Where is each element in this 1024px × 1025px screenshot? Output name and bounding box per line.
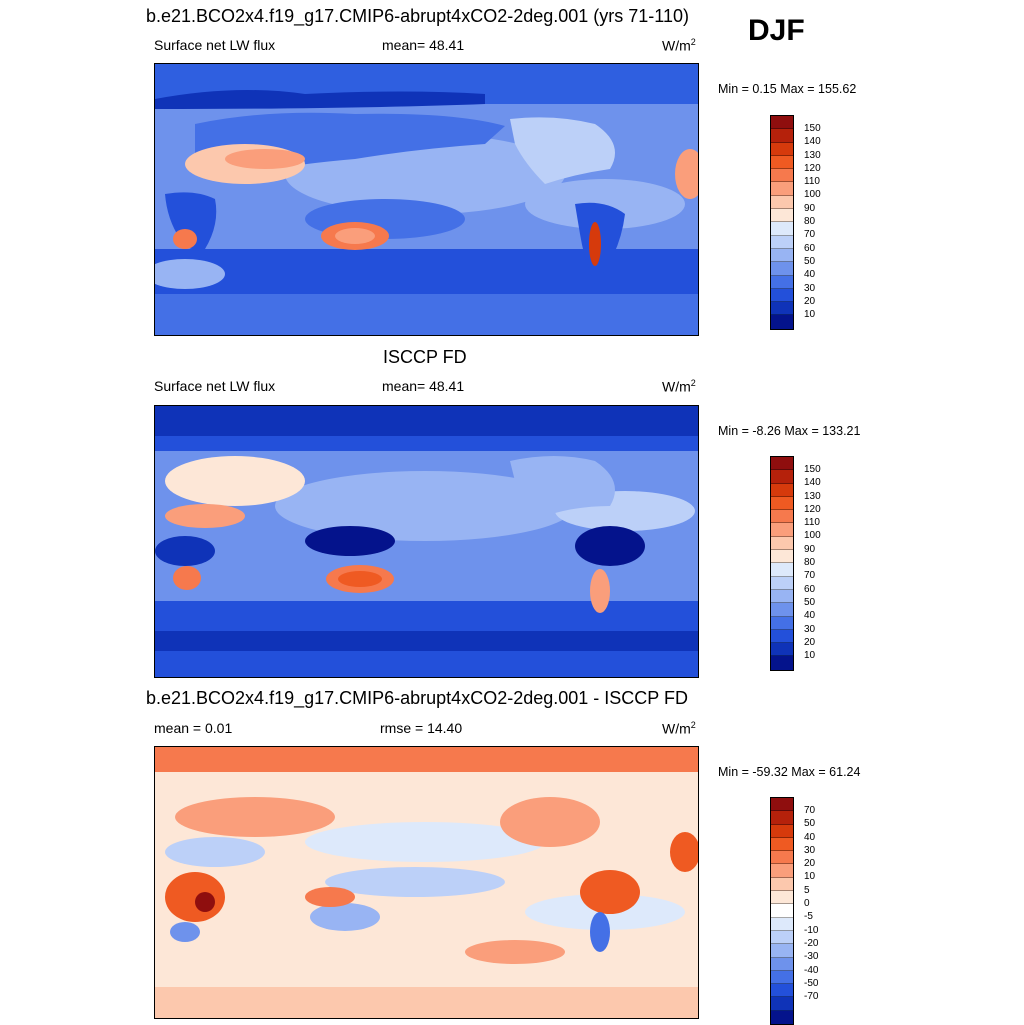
panel1-minmax: Min = 0.15 Max = 155.62 <box>718 82 857 96</box>
panel3-minmax: Min = -59.32 Max = 61.24 <box>718 765 861 779</box>
panel1-map <box>154 63 699 336</box>
panel1-colorbar <box>770 115 794 330</box>
panel1-mean-label: mean= 48.41 <box>382 37 465 53</box>
panel3-map <box>154 746 699 1019</box>
panel2-colorbar <box>770 456 794 671</box>
panel3-units: W/m2 <box>662 720 696 737</box>
panel2-colorbar-labels: 150 140 130 120 110 100 90 80 70 60 50 40 30 20 10 <box>804 464 821 662</box>
panel2-units: W/m2 <box>662 378 696 395</box>
panel3-colorbar-labels: 70 50 40 30 20 10 5 0 -5 -10 -20 -30 -40 -50 -70 <box>804 805 819 1003</box>
panel3-mean-label: mean = 0.01 <box>154 720 233 736</box>
panel3-title: b.e21.BCO2x4.f19_g17.CMIP6-abrupt4xCO2-2… <box>146 688 688 708</box>
panel1-left-label: Surface net LW flux <box>154 37 276 53</box>
panel3-colorbar <box>770 797 794 1025</box>
panel2-left-label: Surface net LW flux <box>154 378 276 394</box>
panel2-mean-label: mean= 48.41 <box>382 378 465 394</box>
panel2-map <box>154 405 699 678</box>
panel3-rmse-label: rmse = 14.40 <box>380 720 463 736</box>
panel2-minmax: Min = -8.26 Max = 133.21 <box>718 424 861 438</box>
season-label: DJF <box>748 14 805 47</box>
panel1-units: W/m2 <box>662 37 696 54</box>
panel1-colorbar-labels: 150 140 130 120 110 100 90 80 70 60 50 40 30 20 10 <box>804 123 821 321</box>
panel2-title: ISCCP FD <box>383 347 467 367</box>
panel1-title: b.e21.BCO2x4.f19_g17.CMIP6-abrupt4xCO2-2… <box>146 6 689 26</box>
